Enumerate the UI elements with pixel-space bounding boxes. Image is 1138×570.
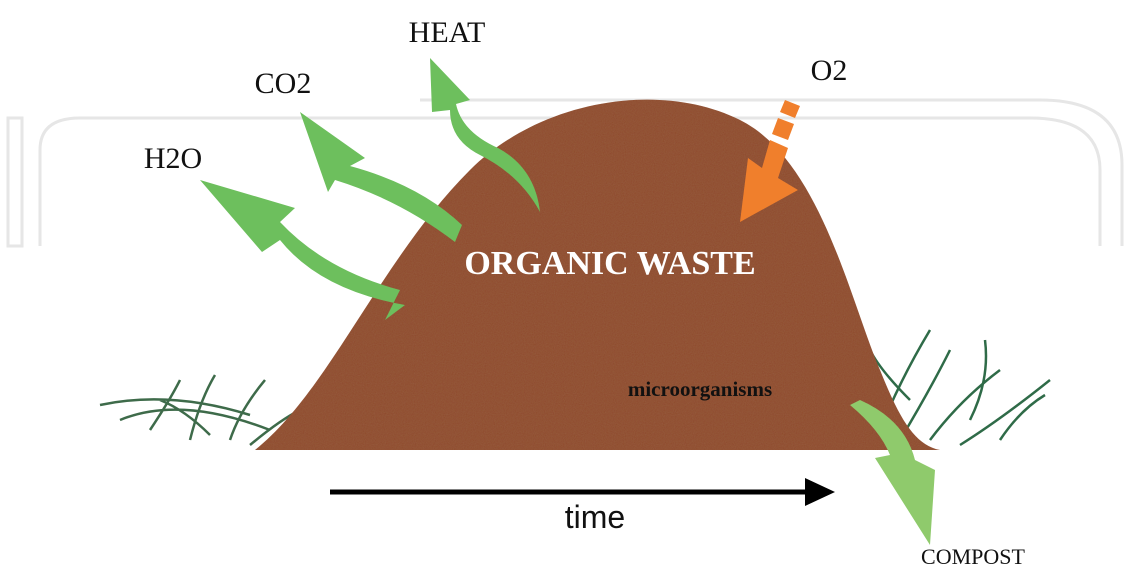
watermark: [6, 98, 1124, 248]
oxygen-arrow: [740, 100, 800, 222]
microbes-label: microorganisms: [628, 377, 772, 401]
o2-label: O2: [811, 54, 848, 87]
time-label: time: [565, 499, 625, 535]
pile-label: ORGANIC WASTE: [464, 245, 755, 282]
gas-arrows: [200, 58, 935, 545]
compost-label: COMPOST: [921, 544, 1025, 569]
h2o-label: H2O: [144, 142, 202, 175]
grass: [99, 329, 1051, 447]
heat-label: HEAT: [409, 16, 486, 49]
co2-label: CO2: [255, 67, 312, 100]
time-arrow: [330, 478, 835, 506]
